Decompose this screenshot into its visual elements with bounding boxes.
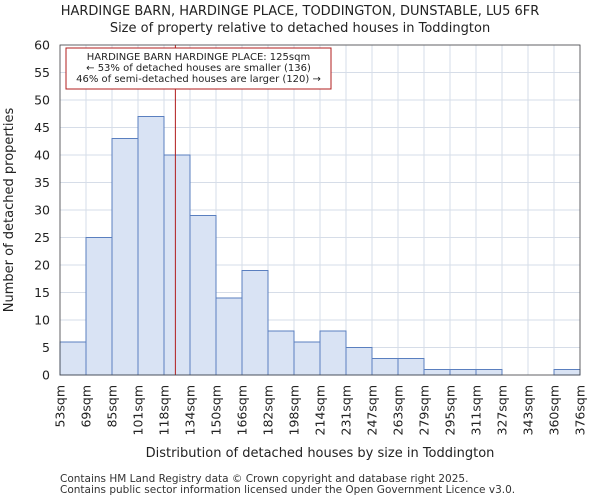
x-tick-label: 263sqm bbox=[391, 385, 406, 435]
bar-53sqm bbox=[59, 341, 87, 376]
x-axis-label: Distribution of detached houses by size … bbox=[146, 446, 495, 461]
x-tick-label: 247sqm bbox=[365, 385, 380, 435]
bar-279sqm bbox=[423, 369, 451, 376]
x-tick-label: 150sqm bbox=[209, 385, 224, 435]
y-tick-label: 50 bbox=[34, 93, 50, 108]
footer-licence: Contains public sector information licen… bbox=[60, 484, 516, 496]
y-tick-labels: 0 5 10 15 20 25 30 35 40 45 50 55 60 bbox=[34, 38, 50, 383]
bar-182sqm bbox=[267, 330, 295, 376]
chart-subtitle: Size of property relative to detached ho… bbox=[110, 21, 490, 36]
y-tick-label: 55 bbox=[34, 65, 50, 80]
bar-134sqm bbox=[189, 215, 217, 376]
x-tick-label: 279sqm bbox=[417, 385, 432, 435]
bar-247sqm bbox=[371, 358, 399, 376]
x-tick-label: 376sqm bbox=[573, 385, 588, 435]
bar-101sqm bbox=[137, 116, 165, 376]
footer-copyright: Contains HM Land Registry data © Crown c… bbox=[60, 473, 469, 485]
bar-311sqm bbox=[475, 369, 503, 376]
x-tick-label: 295sqm bbox=[443, 385, 458, 435]
plot-frame bbox=[59, 44, 581, 376]
y-tick-label: 40 bbox=[34, 148, 50, 163]
x-tick-label: 311sqm bbox=[469, 385, 484, 435]
x-tick-label: 182sqm bbox=[261, 385, 276, 435]
annotation-box bbox=[65, 47, 332, 90]
x-tick-label: 101sqm bbox=[131, 385, 146, 435]
y-tick-label: 30 bbox=[34, 203, 50, 218]
x-tick-label: 69sqm bbox=[79, 385, 94, 428]
y-tick-label: 20 bbox=[34, 258, 50, 273]
chart-title: HARDINGE BARN, HARDINGE PLACE, TODDINGTO… bbox=[61, 4, 540, 19]
bar-69sqm bbox=[85, 237, 113, 376]
annotation-line-1: HARDINGE BARN HARDINGE PLACE: 125sqm bbox=[87, 52, 310, 63]
y-tick-label: 25 bbox=[34, 230, 50, 245]
bar-231sqm bbox=[345, 347, 373, 376]
annotation-line-3: 46% of semi-detached houses are larger (… bbox=[76, 74, 321, 85]
bar-118sqm bbox=[163, 154, 191, 376]
x-tick-label: 360sqm bbox=[547, 385, 562, 435]
bar-360sqm bbox=[553, 369, 581, 376]
bar-166sqm bbox=[241, 270, 269, 376]
x-tick-label: 343sqm bbox=[521, 385, 536, 435]
x-tick-label: 118sqm bbox=[157, 385, 172, 435]
y-tick-label: 0 bbox=[42, 368, 50, 383]
bar-263sqm bbox=[397, 358, 425, 376]
x-tick-label: 327sqm bbox=[495, 385, 510, 435]
y-axis-label: Number of detached properties bbox=[2, 108, 17, 313]
x-tick-label: 214sqm bbox=[313, 385, 328, 435]
y-tick-label: 60 bbox=[34, 38, 50, 53]
x-tick-label: 231sqm bbox=[339, 385, 354, 435]
y-tick-label: 35 bbox=[34, 175, 50, 190]
x-tick-label: 85sqm bbox=[105, 385, 120, 428]
bar-198sqm bbox=[293, 341, 321, 376]
bar-150sqm bbox=[215, 297, 243, 376]
annotation-line-2: ← 53% of detached houses are smaller (13… bbox=[86, 63, 311, 74]
y-tick-label: 45 bbox=[34, 120, 50, 135]
y-tick-label: 15 bbox=[34, 285, 50, 300]
x-tick-label: 198sqm bbox=[287, 385, 302, 435]
y-tick-label: 10 bbox=[34, 313, 50, 328]
bar-214sqm bbox=[319, 330, 347, 376]
bar-295sqm bbox=[449, 369, 477, 376]
y-tick-label: 5 bbox=[42, 340, 50, 355]
bars bbox=[59, 116, 581, 376]
x-tick-label: 134sqm bbox=[183, 385, 198, 435]
bar-85sqm bbox=[111, 138, 139, 376]
x-tick-labels: 53sqm 69sqm 85sqm 101sqm 118sqm 134sqm 150sqm 1… bbox=[53, 385, 588, 435]
x-tick-label: 53sqm bbox=[53, 385, 68, 428]
x-tick-label: 166sqm bbox=[235, 385, 250, 435]
